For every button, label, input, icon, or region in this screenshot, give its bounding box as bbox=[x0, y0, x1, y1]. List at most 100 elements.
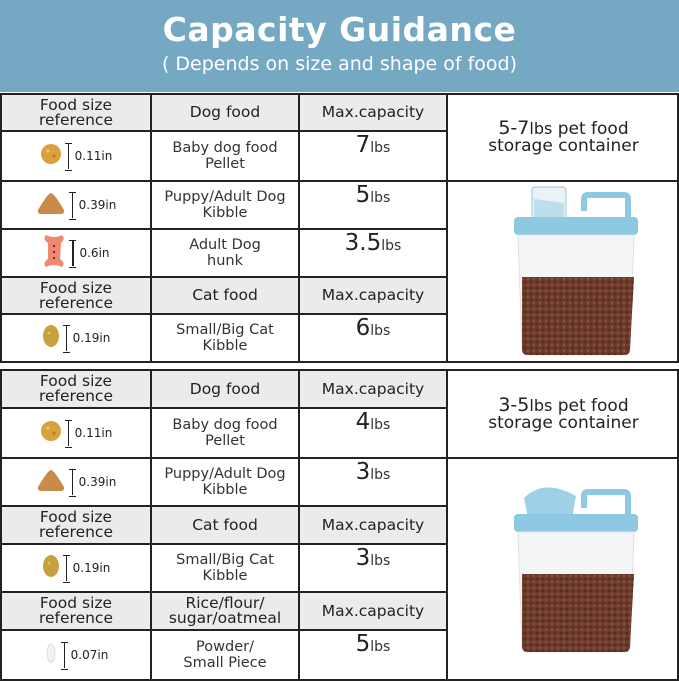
header-label: Max.capacity bbox=[321, 515, 425, 534]
header-label: Max.capacity bbox=[321, 601, 425, 620]
size-bar-icon bbox=[64, 420, 72, 448]
capacity-unit: lbs bbox=[381, 238, 402, 254]
capacity-unit: lbs bbox=[370, 323, 391, 339]
header-max-capacity: Max.capacity bbox=[300, 507, 448, 545]
food-name-line2: Kibble bbox=[202, 568, 248, 584]
header-label: Max.capacity bbox=[321, 286, 425, 304]
header-food-size: Food size reference bbox=[2, 278, 152, 315]
round-pellet-icon bbox=[40, 420, 62, 446]
capacity-table-small: Food size reference Dog food Max.capacity 0… bbox=[0, 369, 679, 681]
food-name-line2: Pellet bbox=[205, 433, 245, 449]
food-size: 0.11in bbox=[74, 149, 113, 163]
container-title: 5-7lbs pet food storage container bbox=[448, 95, 679, 182]
title-banner: Capacity Guidance ( Depends on size and … bbox=[0, 0, 679, 92]
container-photo bbox=[448, 182, 679, 363]
container-title-rest: pet food bbox=[552, 119, 629, 139]
oval-kibble-icon bbox=[42, 554, 60, 582]
capacity-cell: 3 lbs bbox=[300, 459, 448, 507]
capacity-cell: 5 lbs bbox=[300, 631, 448, 681]
capacity-value: 7 bbox=[355, 132, 371, 158]
food-name-line1: Powder/ bbox=[196, 639, 254, 655]
capacity-cell: 6 lbs bbox=[300, 315, 448, 363]
header-food-type: Rice/flour/ sugar/oatmeal bbox=[152, 593, 300, 631]
header-label: Food size reference bbox=[38, 594, 113, 627]
capacity-unit: lbs bbox=[370, 553, 391, 569]
header-label: Food size reference bbox=[38, 372, 113, 405]
food-size: 0.39in bbox=[78, 198, 117, 212]
food-name-line2: Kibble bbox=[202, 338, 248, 354]
food-name-line2: hunk bbox=[207, 253, 243, 269]
food-name-cell: Adult Dog hunk bbox=[152, 230, 300, 278]
capacity-cell: 3 lbs bbox=[300, 545, 448, 593]
page-title: Capacity Guidance bbox=[162, 10, 517, 49]
size-bar-icon bbox=[68, 192, 76, 220]
container-unit: lbs bbox=[529, 119, 553, 138]
header-food-size: Food size reference bbox=[2, 371, 152, 409]
food-size-cell: 0.07in bbox=[2, 631, 152, 681]
header-food-size: Food size reference bbox=[2, 593, 152, 631]
food-size-cell: 0.6in bbox=[2, 230, 152, 278]
container-title-line2: storage container bbox=[488, 412, 639, 433]
food-name-line1: Adult Dog bbox=[189, 237, 261, 253]
capacity-value: 3 bbox=[355, 459, 371, 485]
header-label: Food size reference bbox=[38, 508, 113, 541]
food-name-line2: Kibble bbox=[202, 482, 248, 498]
header-max-capacity: Max.capacity bbox=[300, 371, 448, 409]
food-name-line1: Small/Big Cat bbox=[176, 322, 274, 338]
food-name-line1: Baby dog food bbox=[172, 140, 278, 156]
header-label: Cat food bbox=[192, 515, 258, 534]
food-size: 0.19in bbox=[72, 561, 111, 575]
storage-container-image bbox=[484, 478, 644, 662]
capacity-value: 6 bbox=[355, 315, 371, 341]
food-name-cell: Baby dog food Pellet bbox=[152, 132, 300, 182]
capacity-cell: 4 lbs bbox=[300, 409, 448, 459]
food-name-cell: Small/Big Cat Kibble bbox=[152, 545, 300, 593]
food-size-cell: 0.39in bbox=[2, 182, 152, 230]
food-size-cell: 0.19in bbox=[2, 315, 152, 363]
header-food-type: Dog food bbox=[152, 371, 300, 409]
container-range: 5-7 bbox=[498, 117, 530, 139]
size-bar-icon bbox=[64, 143, 72, 171]
round-pellet-icon bbox=[40, 143, 62, 169]
rice-grain-icon bbox=[44, 641, 58, 669]
food-name-line1: Puppy/Adult Dog bbox=[164, 466, 286, 482]
container-title: 3-5lbs pet food storage container bbox=[448, 371, 679, 459]
header-max-capacity: Max.capacity bbox=[300, 95, 448, 132]
header-label: Food size reference bbox=[38, 95, 113, 129]
food-size: 0.07in bbox=[70, 648, 109, 662]
header-food-type: Dog food bbox=[152, 95, 300, 132]
food-size-cell: 0.11in bbox=[2, 132, 152, 182]
header-label: Dog food bbox=[189, 103, 261, 121]
container-title-line2: storage container bbox=[488, 136, 639, 156]
capacity-unit: lbs bbox=[370, 190, 391, 206]
header-food-size: Food size reference bbox=[2, 507, 152, 545]
size-bar-icon bbox=[68, 469, 76, 497]
food-name-cell: Puppy/Adult Dog Kibble bbox=[152, 182, 300, 230]
food-name-cell: Small/Big Cat Kibble bbox=[152, 315, 300, 363]
food-name-line2: Kibble bbox=[202, 205, 248, 221]
header-food-size: Food size reference bbox=[2, 95, 152, 132]
header-max-capacity: Max.capacity bbox=[300, 593, 448, 631]
capacity-cell: 7 lbs bbox=[300, 132, 448, 182]
header-label: Dog food bbox=[189, 379, 261, 398]
food-name-line1: Small/Big Cat bbox=[176, 552, 274, 568]
food-size: 0.6in bbox=[79, 246, 110, 260]
food-name-line1: Puppy/Adult Dog bbox=[164, 189, 286, 205]
food-name-cell: Baby dog food Pellet bbox=[152, 409, 300, 459]
capacity-unit: lbs bbox=[370, 467, 391, 483]
capacity-value: 4 bbox=[355, 409, 371, 435]
header-label: Max.capacity bbox=[321, 103, 425, 121]
capacity-unit: lbs bbox=[370, 140, 391, 156]
food-size-cell: 0.19in bbox=[2, 545, 152, 593]
header-label: Cat food bbox=[192, 286, 258, 304]
food-size-cell: 0.11in bbox=[2, 409, 152, 459]
capacity-value: 5 bbox=[355, 631, 371, 657]
capacity-value: 3.5 bbox=[344, 230, 382, 256]
size-bar-icon bbox=[62, 555, 70, 583]
storage-container-image bbox=[484, 181, 644, 365]
size-bar-icon bbox=[60, 642, 68, 670]
container-range: 3-5 bbox=[498, 393, 530, 416]
oval-kibble-icon bbox=[42, 324, 60, 352]
page-subtitle: ( Depends on size and shape of food) bbox=[161, 53, 518, 75]
food-name-cell: Puppy/Adult Dog Kibble bbox=[152, 459, 300, 507]
